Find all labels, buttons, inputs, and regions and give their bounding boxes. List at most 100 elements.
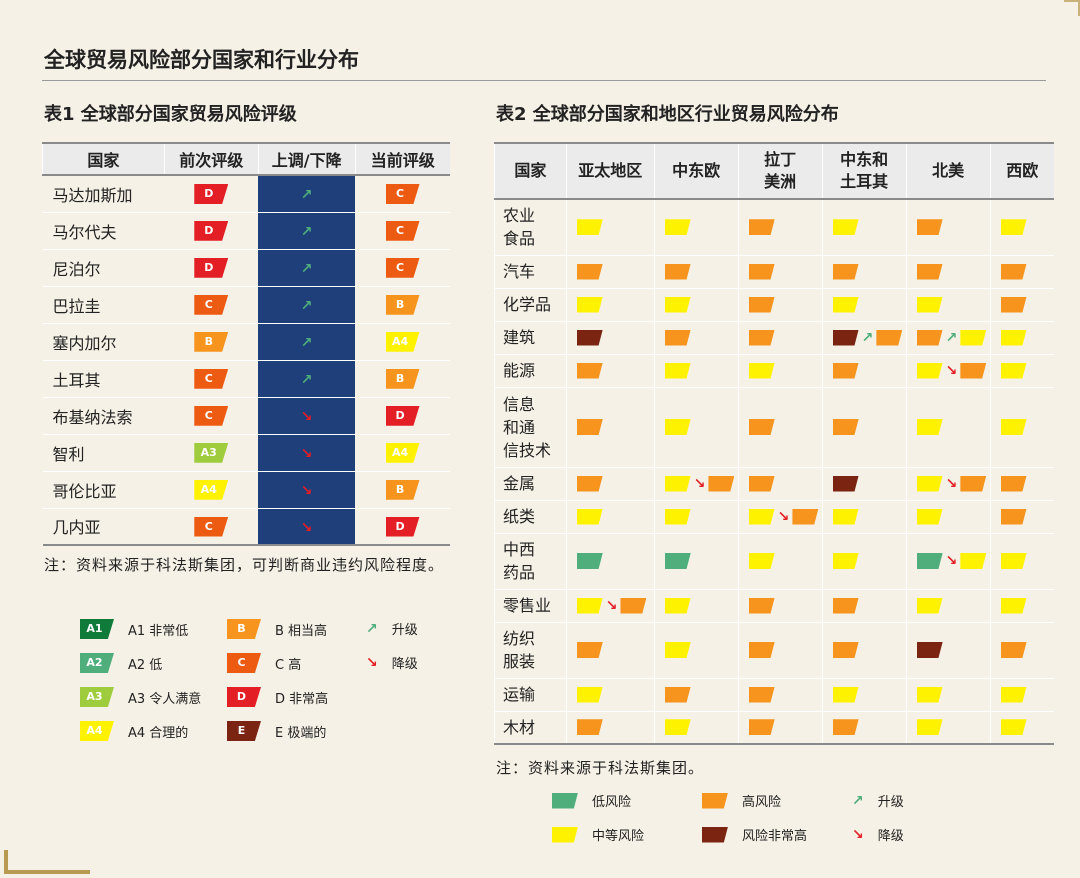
risk-cell [653, 500, 739, 534]
risk-cell-content [1000, 475, 1054, 492]
current-rating-cell: A4 [355, 323, 450, 361]
upgrade-arrow-icon: ↗ [300, 335, 313, 351]
legend-label: 升级 [877, 795, 904, 810]
risk-cell [821, 467, 907, 501]
current-rating-cell: C [355, 212, 450, 250]
legend-item: ↗ 升级 [852, 791, 904, 811]
risk-cell-content [1000, 508, 1054, 525]
table-row: 汽车 [494, 255, 1054, 289]
risk-cell-content [832, 475, 906, 492]
risk-block-high [576, 475, 603, 492]
risk-cell [989, 500, 1054, 534]
direction-cell: ↘ [258, 397, 356, 435]
table-row: 马尔代夫 D ↗ C [42, 212, 450, 250]
rating-badge-e: E [227, 721, 261, 741]
legend-item: B B 相当高 [227, 619, 327, 639]
risk-cell [989, 533, 1054, 590]
risk-cell-content [664, 686, 738, 703]
legend-item: A4 A4 合理的 [80, 721, 188, 741]
risk-cell-content [832, 553, 906, 569]
risk-cell [653, 589, 739, 623]
table-row: 金属 ↘ ↘ [494, 467, 1054, 501]
risk-block-medium [576, 219, 603, 236]
legend-item: 高风险 [702, 791, 781, 810]
legend-item: ↘ 降级 [366, 653, 418, 673]
risk-cell [653, 387, 739, 468]
direction-cell: ↗ [258, 249, 356, 287]
risk-cell [905, 387, 991, 468]
risk-cell-content [748, 362, 822, 379]
country-name: 巴拉圭 [42, 286, 165, 324]
current-rating-cell: C [355, 175, 450, 213]
risk-cell-content: ↘ [916, 475, 990, 492]
legend-item: A1 A1 非常低 [80, 619, 188, 639]
table-row: 几内亚 C ↘ D [42, 508, 450, 546]
table-row: 智利 A3 ↘ A4 [42, 434, 450, 472]
legend-label: 高风险 [742, 795, 782, 810]
rating-badge-b: B [385, 368, 420, 389]
risk-block-medium [832, 508, 859, 525]
rating-badge-c: C [194, 368, 229, 389]
rating-badge-c: C [194, 405, 229, 426]
risk-cell-content [1000, 719, 1054, 736]
risk-cell-content [748, 329, 822, 346]
risk-cell-content [664, 219, 738, 236]
risk-block-high [748, 219, 775, 236]
risk-cell [905, 622, 991, 679]
risk-cell-content [664, 642, 738, 658]
table1-legend: A1 A1 非常低 A2 A2 低 A3 A3 令人满意 A4 A4 合理的 B B 相当高 C C … [80, 619, 460, 749]
page-title: 全球贸易风险部分国家和行业分布 [44, 48, 359, 72]
risk-cell-content [576, 419, 654, 435]
risk-cell-content [748, 597, 822, 614]
risk-block-medium [664, 719, 691, 736]
risk-cell [653, 288, 739, 322]
risk-block-medium [832, 686, 859, 703]
risk-block-high [576, 263, 603, 280]
risk-cell [989, 288, 1054, 322]
country-name: 尼泊尔 [42, 249, 165, 287]
table2-col-header: 亚太地区 [565, 142, 655, 200]
risk-block-high [876, 329, 903, 346]
current-rating-cell: B [355, 471, 450, 509]
legend-label: B 相当高 [275, 623, 328, 639]
risk-cell [821, 678, 907, 712]
risk-cell [989, 321, 1054, 355]
legend-label: 低风险 [592, 795, 632, 810]
downgrade-arrow-icon: ↘ [605, 597, 618, 614]
country-name: 布基纳法索 [42, 397, 165, 435]
risk-block-high [664, 329, 691, 346]
risk-block-very-high [832, 329, 859, 346]
risk-block-high [748, 686, 775, 703]
table2-col-header: 北美 [905, 142, 991, 200]
risk-block-medium [960, 553, 987, 569]
risk-cell [989, 678, 1054, 712]
risk-block-high [832, 419, 859, 435]
risk-block-low [916, 553, 943, 569]
rating-badge-a4: A4 [385, 442, 420, 463]
risk-block-medium [916, 508, 943, 525]
table-row: 化学品 [494, 288, 1054, 322]
risk-cell [989, 255, 1054, 289]
risk-block-high [832, 719, 859, 736]
risk-cell [989, 354, 1054, 388]
risk-cell [737, 255, 823, 289]
table2-col-header: 中东欧 [653, 142, 739, 200]
risk-block-medium [832, 219, 859, 236]
table2-note: 注：资料来源于科法斯集团。 [496, 759, 705, 777]
risk-cell [565, 354, 655, 388]
risk-cell [821, 589, 907, 623]
rating-badge-a3: A3 [80, 687, 114, 707]
table1: 国家 前次评级 上调/下降 当前评级 马达加斯加 D ↗ C 马尔代夫 D ↗ C 尼泊尔 D ↗ C 巴拉圭… [42, 142, 450, 546]
risk-cell-content [832, 597, 906, 614]
risk-cell [905, 711, 991, 745]
risk-block-high [1000, 263, 1027, 280]
risk-cell-content [664, 719, 738, 736]
risk-cell-content [916, 508, 990, 525]
risk-cell [653, 199, 739, 256]
rating-badge-d: D [227, 687, 261, 707]
risk-cell [821, 199, 907, 256]
table-row: 能源 ↘ [494, 354, 1054, 388]
current-rating-cell: D [355, 397, 450, 435]
risk-cell [905, 589, 991, 623]
risk-block-medium [552, 826, 578, 843]
